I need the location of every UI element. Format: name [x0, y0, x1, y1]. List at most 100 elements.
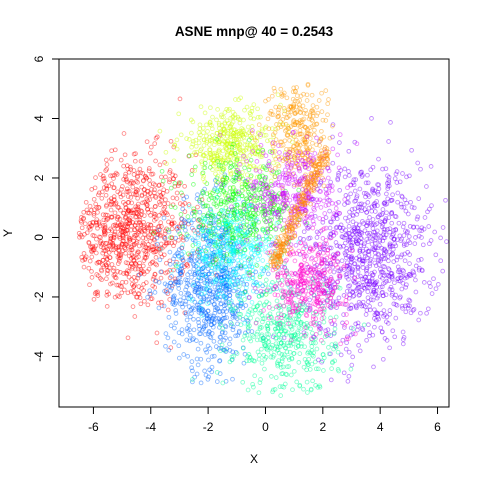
- data-point: [157, 162, 163, 168]
- data-point: [158, 193, 163, 199]
- data-point: [104, 271, 110, 276]
- data-point: [136, 219, 142, 225]
- data-point: [165, 212, 170, 218]
- data-point: [84, 230, 90, 236]
- data-point: [84, 207, 90, 213]
- data-point: [143, 280, 149, 285]
- data-point: [169, 283, 175, 289]
- data-point: [117, 232, 122, 237]
- data-point: [81, 251, 87, 256]
- data-point: [100, 257, 106, 263]
- data-point: [168, 138, 174, 144]
- data-point: [167, 258, 173, 264]
- data-point: [97, 240, 103, 246]
- data-point: [141, 241, 147, 247]
- data-point: [111, 185, 116, 191]
- data-point: [122, 201, 128, 207]
- data-point: [213, 257, 218, 263]
- data-point: [163, 240, 169, 246]
- data-point: [89, 222, 94, 228]
- data-point: [168, 345, 174, 350]
- data-point: [140, 200, 145, 206]
- series-0: [76, 96, 226, 350]
- data-point: [179, 272, 184, 278]
- data-point: [145, 207, 150, 212]
- data-point: [117, 252, 122, 258]
- data-point: [171, 144, 177, 150]
- data-point: [101, 185, 107, 190]
- data-point: [87, 224, 92, 230]
- data-point: [159, 245, 165, 251]
- data-point: [126, 236, 132, 242]
- data-point: [115, 261, 121, 266]
- data-point: [174, 226, 180, 232]
- data-point: [139, 184, 145, 190]
- data-point: [131, 172, 137, 177]
- data-point: [86, 225, 92, 230]
- data-point: [170, 202, 176, 208]
- data-point: [116, 247, 122, 253]
- data-point: [149, 260, 155, 266]
- data-point: [110, 268, 116, 274]
- data-point: [102, 232, 108, 238]
- data-point: [141, 248, 147, 253]
- data-point: [124, 179, 130, 185]
- data-point: [123, 214, 129, 220]
- data-point: [116, 244, 122, 249]
- data-point: [117, 216, 123, 222]
- data-point: [119, 242, 125, 248]
- data-point: [110, 243, 116, 248]
- data-point: [120, 279, 125, 285]
- data-point: [102, 223, 108, 228]
- data-point: [108, 281, 113, 287]
- data-point: [133, 179, 139, 184]
- data-point: [99, 195, 105, 201]
- data-point: [103, 192, 109, 198]
- data-point: [130, 210, 135, 216]
- data-point: [135, 174, 140, 180]
- data-point: [169, 235, 175, 241]
- data-point: [151, 236, 157, 242]
- data-point: [134, 210, 140, 216]
- data-point: [102, 228, 108, 233]
- data-point: [133, 214, 138, 220]
- data-point: [153, 135, 159, 141]
- data-point: [116, 256, 122, 262]
- data-point: [132, 241, 137, 247]
- data-point: [134, 211, 140, 217]
- data-point: [150, 259, 156, 265]
- data-point: [129, 277, 135, 282]
- data-point: [199, 197, 205, 202]
- data-point: [119, 241, 125, 247]
- data-point: [83, 199, 89, 205]
- data-point: [128, 210, 134, 216]
- data-point: [141, 281, 146, 287]
- data-point: [163, 288, 169, 293]
- data-point: [145, 189, 151, 194]
- data-point: [131, 288, 136, 294]
- data-point: [111, 197, 117, 202]
- data-point: [146, 166, 152, 171]
- data-point: [150, 247, 156, 252]
- data-point: [107, 265, 112, 271]
- data-point: [157, 189, 163, 195]
- data-point: [107, 255, 113, 260]
- data-point: [104, 240, 109, 246]
- data-point: [173, 278, 179, 284]
- data-point: [127, 220, 132, 226]
- data-point: [148, 222, 154, 228]
- data-point: [156, 300, 161, 306]
- data-point: [139, 286, 144, 291]
- data-point: [78, 218, 84, 224]
- data-point: [176, 180, 182, 186]
- data-point: [112, 210, 118, 216]
- data-point: [115, 269, 120, 274]
- data-point: [159, 210, 165, 216]
- data-point: [127, 247, 133, 253]
- data-point: [152, 218, 157, 223]
- data-point: [115, 189, 121, 195]
- data-point: [144, 139, 150, 145]
- data-point: [119, 284, 124, 289]
- data-point: [152, 190, 157, 196]
